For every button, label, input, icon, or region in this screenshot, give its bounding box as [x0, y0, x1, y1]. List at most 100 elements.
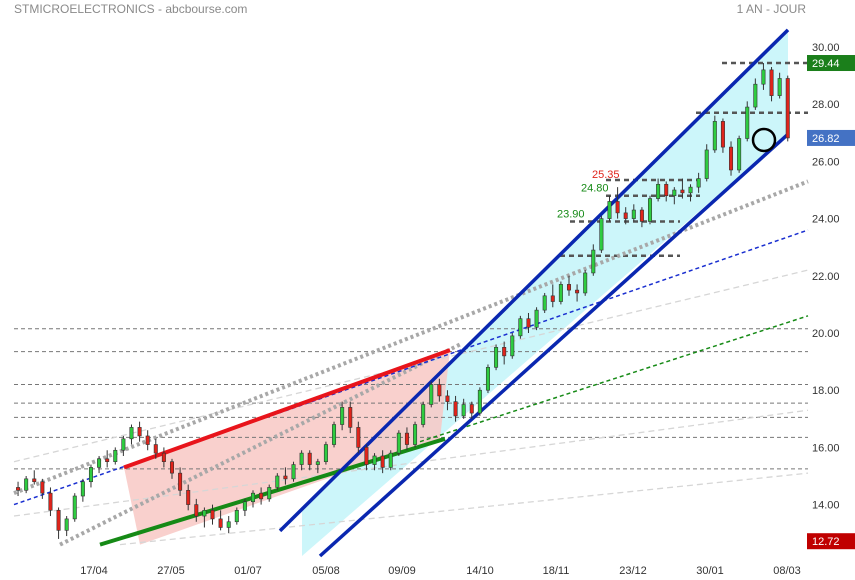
candle-69 [575, 284, 580, 302]
candle-95 [785, 75, 790, 142]
candle-body-25 [218, 518, 223, 528]
candle-body-88 [729, 146, 734, 171]
x-tick-label-1: 27/05 [157, 565, 185, 577]
candle-61 [510, 333, 515, 359]
candle-body-26 [226, 521, 231, 528]
candle-8 [80, 478, 85, 502]
candle-body-54 [453, 401, 458, 417]
candle-body-44 [372, 455, 377, 465]
candle-27 [234, 507, 239, 525]
candle-body-4 [48, 492, 53, 511]
candle-body-31 [267, 487, 272, 500]
candle-47 [396, 430, 401, 456]
y-tick-label-8: 14.00 [812, 500, 840, 512]
candle-body-77 [639, 209, 644, 222]
candle-80 [664, 181, 669, 202]
candle-12 [113, 447, 118, 465]
candle-body-95 [785, 78, 790, 139]
price-box-bg-low [807, 533, 855, 550]
candle-64 [534, 307, 539, 331]
candle-92 [761, 63, 766, 90]
candle-83 [688, 184, 693, 202]
candle-body-82 [680, 189, 685, 194]
candle-body-85 [704, 149, 709, 179]
candle-body-17 [153, 444, 158, 454]
candle-52 [437, 378, 442, 402]
candle-body-15 [137, 427, 142, 437]
candle-43 [364, 444, 369, 471]
candle-body-12 [113, 449, 118, 463]
candle-body-93 [769, 69, 774, 96]
y-tick-label-2: 26.00 [812, 156, 840, 168]
gray-diagonal-high [13, 269, 809, 463]
candle-25 [218, 510, 223, 531]
candle-body-75 [623, 212, 628, 219]
candle-88 [729, 141, 734, 176]
candle-1 [24, 476, 29, 494]
candle-28 [242, 498, 247, 517]
price-box-bg-high [807, 55, 855, 72]
candle-17 [153, 438, 158, 459]
candle-body-89 [737, 138, 742, 171]
candle-39 [332, 421, 337, 448]
candle-body-62 [518, 318, 523, 337]
candle-65 [542, 292, 547, 313]
candle-62 [518, 315, 523, 339]
candle-54 [453, 395, 458, 422]
zones-layer [124, 29, 788, 556]
x-tick-label-5: 14/10 [466, 565, 494, 577]
candle-body-14 [129, 427, 134, 440]
candle-body-3 [40, 481, 45, 494]
candle-body-81 [672, 189, 677, 197]
candle-body-68 [566, 284, 571, 291]
candle-body-70 [583, 272, 588, 294]
x-tick-label-8: 30/01 [696, 565, 724, 577]
candle-body-9 [88, 467, 93, 483]
candle-body-90 [745, 106, 750, 139]
y-tick-label-1: 28.00 [812, 99, 840, 111]
candle-45 [380, 450, 385, 474]
price-box-value-last: 26.82 [812, 133, 840, 145]
green-dashed-trendline [419, 315, 809, 443]
candle-body-46 [388, 452, 393, 468]
candle-body-63 [526, 318, 531, 328]
chart-period: 1 AN - JOUR [737, 2, 807, 16]
x-tick-label-3: 05/08 [312, 565, 340, 577]
candle-78 [648, 195, 653, 225]
candle-34 [291, 461, 296, 482]
trendlines-layer [13, 28, 809, 558]
candle-body-57 [477, 389, 482, 414]
candle-body-24 [210, 510, 215, 520]
candle-13 [121, 435, 126, 456]
horizontal-levels-layer [14, 61, 808, 470]
x-tick-label-9: 08/03 [773, 565, 801, 577]
candle-body-21 [186, 489, 191, 505]
candle-66 [550, 284, 555, 308]
highlight-circle [751, 127, 777, 153]
candle-84 [696, 172, 701, 193]
candle-24 [210, 504, 215, 525]
candle-body-7 [72, 495, 77, 520]
candle-11 [105, 450, 110, 468]
price-box-high: 29.44 [807, 55, 855, 72]
candle-55 [461, 398, 466, 419]
candle-72 [599, 215, 604, 253]
candle-body-61 [510, 335, 515, 357]
candle-body-86 [712, 121, 717, 151]
candle-90 [745, 101, 750, 142]
candle-23 [202, 507, 207, 528]
candle-body-28 [242, 501, 247, 511]
candle-57 [477, 387, 482, 416]
candle-body-32 [275, 475, 280, 488]
candle-94 [777, 72, 782, 99]
candle-body-27 [234, 510, 239, 523]
support-line [99, 436, 446, 547]
candle-body-55 [461, 404, 466, 417]
candle-body-79 [656, 183, 661, 199]
candle-41 [348, 401, 353, 434]
y-tick-label-0: 30.00 [812, 42, 840, 54]
candle-body-78 [648, 198, 653, 222]
candle-49 [413, 421, 418, 448]
candle-body-83 [688, 186, 693, 194]
